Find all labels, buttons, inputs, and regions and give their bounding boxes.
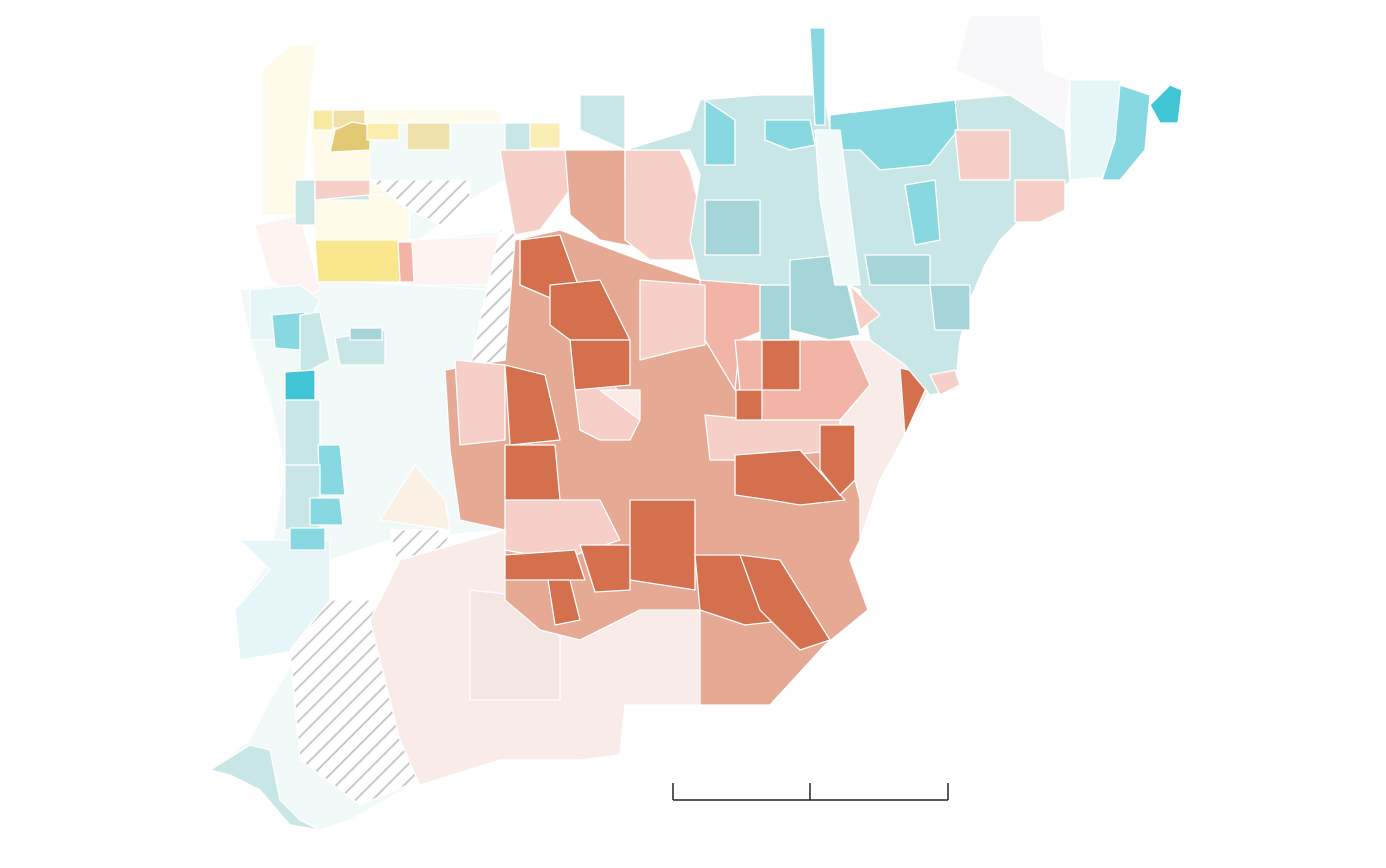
regions [209,14,1183,831]
region [849,284,881,331]
region [504,122,531,151]
region [499,149,571,236]
region [406,122,451,151]
region [314,179,371,201]
region [624,149,701,261]
region [294,179,316,226]
region [454,359,506,446]
region [599,389,641,421]
region [759,284,791,341]
region [366,122,400,141]
region [809,27,826,126]
region [1149,84,1183,124]
region [312,109,334,131]
region [764,119,816,151]
region [379,464,451,531]
region [954,14,1071,131]
region [289,527,326,551]
no-data-area [369,179,471,226]
region [504,444,561,501]
region [629,499,696,591]
region [814,129,861,286]
region [209,744,321,831]
region [314,194,411,241]
region [639,279,706,361]
region [954,129,1011,181]
region [904,179,941,246]
region [504,364,561,446]
region [704,199,761,256]
region [929,284,971,331]
region [761,339,801,391]
scale-bar [672,783,949,801]
region [547,579,581,626]
region [309,497,344,526]
region [397,241,415,283]
region [929,369,961,396]
region [1014,179,1066,223]
region [569,339,631,391]
region [284,399,321,466]
region [314,239,401,283]
region [299,311,331,376]
region [1101,84,1151,181]
region [819,424,856,496]
region [284,369,316,401]
region [704,99,736,166]
region [864,254,931,286]
region [529,122,561,149]
region [734,449,846,506]
region [504,549,586,581]
region [349,327,383,341]
region [579,544,631,593]
region [317,444,346,496]
region [739,554,831,651]
region [735,389,763,421]
